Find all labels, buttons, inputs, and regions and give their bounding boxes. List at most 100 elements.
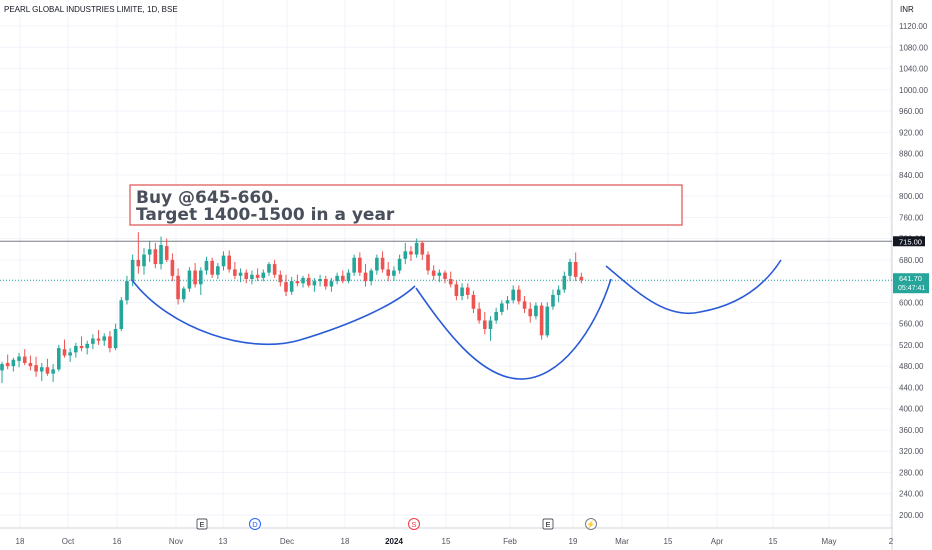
candle[interactable] — [426, 251, 430, 275]
candle[interactable] — [181, 286, 186, 303]
candle[interactable] — [517, 285, 521, 305]
candle[interactable] — [164, 238, 169, 262]
candle[interactable] — [113, 323, 118, 351]
candle[interactable] — [210, 257, 214, 278]
candle[interactable] — [471, 290, 476, 314]
candle[interactable] — [414, 238, 419, 258]
event-earnings-marker[interactable]: E — [542, 518, 554, 530]
candle[interactable] — [301, 275, 305, 288]
candle[interactable] — [528, 302, 533, 323]
candle[interactable] — [17, 352, 21, 368]
candle[interactable] — [68, 348, 72, 362]
candle[interactable] — [437, 269, 442, 283]
candle[interactable] — [187, 267, 192, 292]
candle[interactable] — [22, 349, 27, 366]
candle[interactable] — [511, 285, 515, 304]
candle[interactable] — [267, 261, 271, 276]
event-news-marker[interactable]: ⚡ — [585, 518, 597, 530]
candle[interactable] — [545, 302, 550, 338]
drawings-layer[interactable] — [131, 259, 782, 380]
candle[interactable] — [460, 283, 464, 301]
candle[interactable] — [11, 357, 16, 372]
candle[interactable] — [386, 261, 391, 282]
candle[interactable] — [204, 256, 209, 275]
candle[interactable] — [39, 362, 44, 382]
candle[interactable] — [0, 361, 4, 384]
candle[interactable] — [45, 358, 50, 376]
candle[interactable] — [306, 273, 311, 288]
candle[interactable] — [363, 264, 368, 287]
time-axis[interactable]: 18 Oct 16 Nov 13 Dec 18 2024 15 Feb 19 Mar 15 Apr 15 Ma… — [16, 537, 894, 546]
candle[interactable] — [147, 240, 152, 262]
candle[interactable] — [448, 271, 453, 288]
candle[interactable] — [74, 342, 78, 358]
candle[interactable] — [358, 252, 362, 276]
event-split-marker[interactable]: S — [408, 518, 420, 530]
candle[interactable] — [85, 340, 89, 355]
candle[interactable] — [108, 331, 112, 353]
candle[interactable] — [51, 364, 55, 383]
candle[interactable] — [556, 285, 561, 303]
candle[interactable] — [500, 300, 504, 316]
candle[interactable] — [477, 302, 481, 324]
candle[interactable] — [312, 277, 317, 292]
drawing-cup-left[interactable] — [131, 279, 416, 346]
candle[interactable] — [318, 274, 322, 287]
candle[interactable] — [102, 333, 107, 346]
candle[interactable] — [28, 355, 33, 371]
candle[interactable] — [136, 232, 141, 274]
candle[interactable] — [233, 261, 237, 280]
candle[interactable] — [534, 302, 538, 320]
candle[interactable] — [522, 296, 527, 314]
candle[interactable] — [255, 268, 260, 282]
candle[interactable] — [335, 272, 339, 285]
candle[interactable] — [5, 354, 10, 370]
candle[interactable] — [397, 254, 402, 274]
candle[interactable] — [250, 270, 254, 285]
candle[interactable] — [369, 268, 373, 286]
candle[interactable] — [91, 334, 95, 350]
candle[interactable] — [193, 263, 197, 288]
candle[interactable] — [176, 268, 180, 305]
event-dividend-marker[interactable]: D — [249, 518, 261, 530]
candle[interactable] — [403, 242, 408, 265]
candle[interactable] — [96, 330, 101, 345]
candle[interactable] — [244, 269, 249, 284]
candle[interactable] — [289, 276, 294, 295]
candle[interactable] — [562, 271, 567, 293]
candle[interactable] — [341, 270, 345, 284]
note-box[interactable] — [129, 184, 683, 226]
candle[interactable] — [551, 289, 555, 310]
candle[interactable] — [153, 242, 158, 269]
candle[interactable] — [454, 281, 459, 301]
candle[interactable] — [443, 270, 447, 284]
candle[interactable] — [199, 267, 203, 295]
candlestick-series[interactable] — [0, 232, 584, 384]
candle[interactable] — [170, 253, 175, 282]
candle[interactable] — [323, 275, 328, 290]
drawing-cup-right[interactable] — [415, 278, 612, 380]
candle[interactable] — [346, 269, 351, 284]
candle[interactable] — [352, 254, 356, 276]
candle[interactable] — [221, 251, 226, 271]
candle[interactable] — [278, 270, 283, 287]
event-markers[interactable]: E D S E ⚡ — [196, 518, 597, 530]
candle[interactable] — [261, 269, 266, 282]
candle[interactable] — [568, 258, 572, 282]
candle[interactable] — [539, 302, 544, 340]
candle[interactable] — [57, 344, 61, 372]
drawing-projected-cup[interactable] — [605, 259, 782, 315]
candle[interactable] — [505, 296, 510, 310]
candle[interactable] — [488, 316, 493, 341]
candle[interactable] — [375, 254, 379, 275]
candle[interactable] — [79, 336, 84, 352]
candle[interactable] — [34, 356, 38, 377]
candle[interactable] — [380, 251, 385, 273]
candle[interactable] — [284, 274, 288, 297]
candle[interactable] — [420, 240, 425, 260]
candle[interactable] — [494, 307, 498, 324]
candle[interactable] — [216, 263, 220, 280]
candle[interactable] — [295, 274, 300, 287]
candle[interactable] — [238, 268, 243, 283]
